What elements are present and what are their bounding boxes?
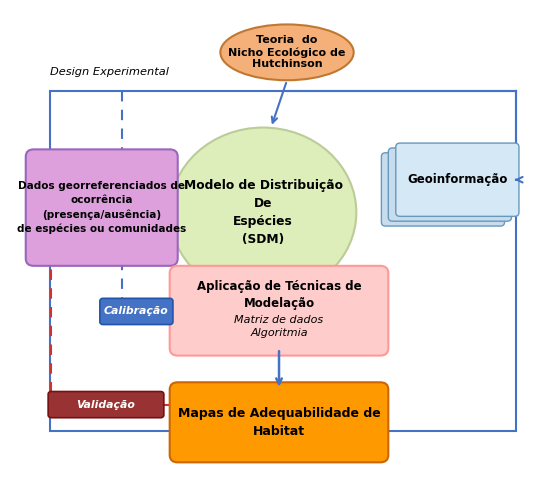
Text: Aplicação de Técnicas de
Modelação: Aplicação de Técnicas de Modelação <box>196 280 361 310</box>
Text: Design Experimental: Design Experimental <box>50 66 169 77</box>
Circle shape <box>170 127 356 297</box>
Text: Geoinformação: Geoinformação <box>407 173 508 186</box>
FancyBboxPatch shape <box>170 266 388 356</box>
Text: Mapas de Adequabilidade de
Habitat: Mapas de Adequabilidade de Habitat <box>178 407 380 438</box>
Text: Validação: Validação <box>77 400 135 409</box>
Text: Modelo de Distribuição
De
Espécies
(SDM): Modelo de Distribuição De Espécies (SDM) <box>184 179 342 246</box>
Text: Dados georreferenciados de
ocorrência
(presença/ausência)
de espécies ou comunid: Dados georreferenciados de ocorrência (p… <box>17 181 186 234</box>
FancyBboxPatch shape <box>396 143 519 216</box>
Text: Calibração: Calibração <box>104 306 169 316</box>
FancyBboxPatch shape <box>388 148 512 221</box>
FancyBboxPatch shape <box>170 382 388 462</box>
FancyBboxPatch shape <box>26 149 178 266</box>
Text: Teoria  do
Nicho Ecológico de
Hutchinson: Teoria do Nicho Ecológico de Hutchinson <box>228 36 346 69</box>
FancyBboxPatch shape <box>100 298 173 325</box>
FancyBboxPatch shape <box>48 391 164 418</box>
FancyBboxPatch shape <box>381 153 504 226</box>
Ellipse shape <box>220 24 354 80</box>
Text: Matriz de dados
Algoritmia: Matriz de dados Algoritmia <box>234 315 324 338</box>
